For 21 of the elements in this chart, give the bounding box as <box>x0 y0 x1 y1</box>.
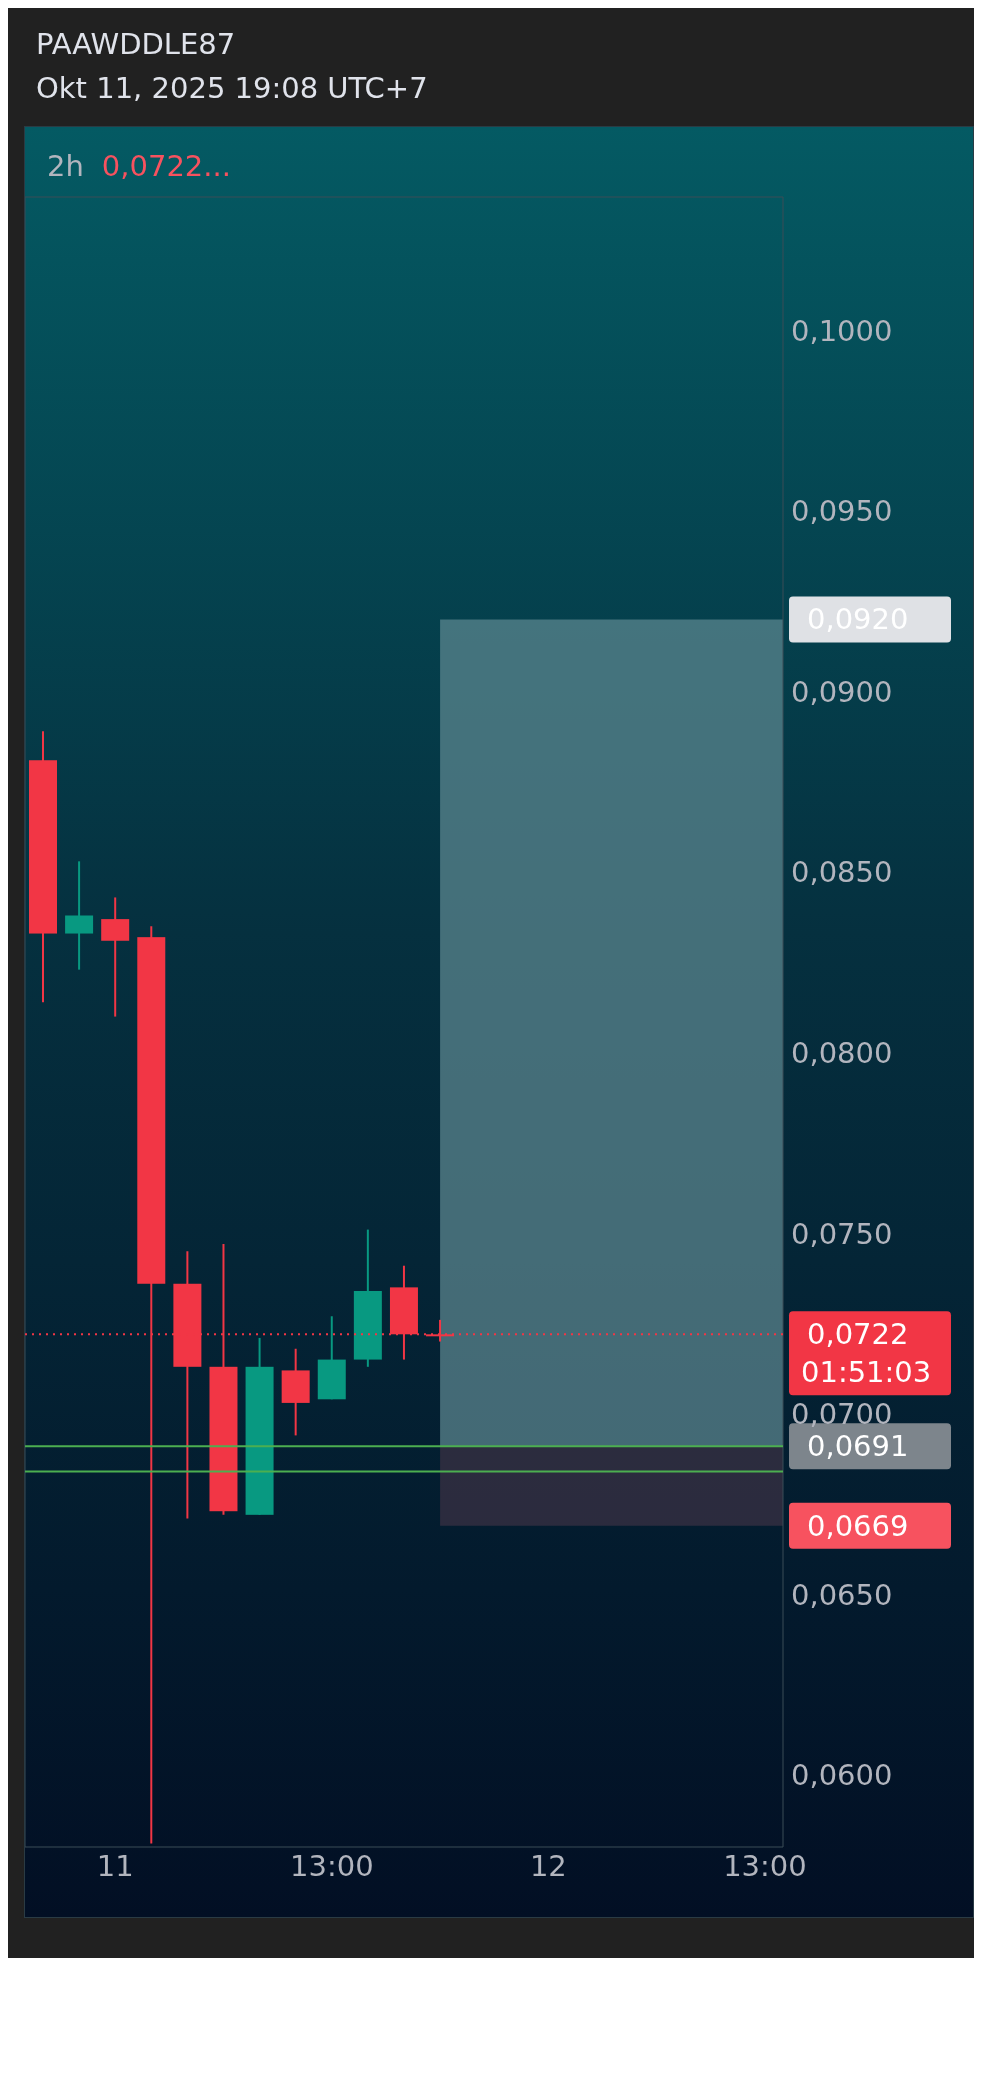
x-tick-label: 11 <box>96 1848 134 1883</box>
y-tick-label: 0,0750 <box>791 1216 893 1251</box>
chart-subtitle: Okt 11, 2025 19:08 UTC+7 <box>36 70 429 107</box>
x-tick-label: 13:00 <box>723 1848 807 1883</box>
text: 0,0722... <box>101 149 231 183</box>
band-label: 0,0669 <box>807 1508 909 1543</box>
text: 2h <box>47 149 84 183</box>
y-tick-label: 0,0850 <box>791 855 893 890</box>
y-tick-label: 0,0800 <box>791 1035 893 1070</box>
ref-line-label: 0,0691 <box>807 1429 909 1464</box>
y-tick-label: 0,1000 <box>791 313 893 348</box>
y-tick-label: 0,0700 <box>791 1397 893 1432</box>
x-tick-label: 12 <box>529 1848 567 1883</box>
y-tick-label: 0,0600 <box>791 1758 893 1793</box>
ref-line-label: 0,0722 <box>807 1317 909 1352</box>
y-tick-label: 0,0950 <box>791 494 893 529</box>
text: 01:51:03 <box>801 1355 932 1390</box>
y-tick-label: 0,0900 <box>791 674 893 709</box>
x-tick-label: 13:00 <box>290 1848 374 1883</box>
chart-title: PAAWDDLE87 <box>36 26 237 63</box>
y-tick-label: 0,0650 <box>791 1577 893 1612</box>
